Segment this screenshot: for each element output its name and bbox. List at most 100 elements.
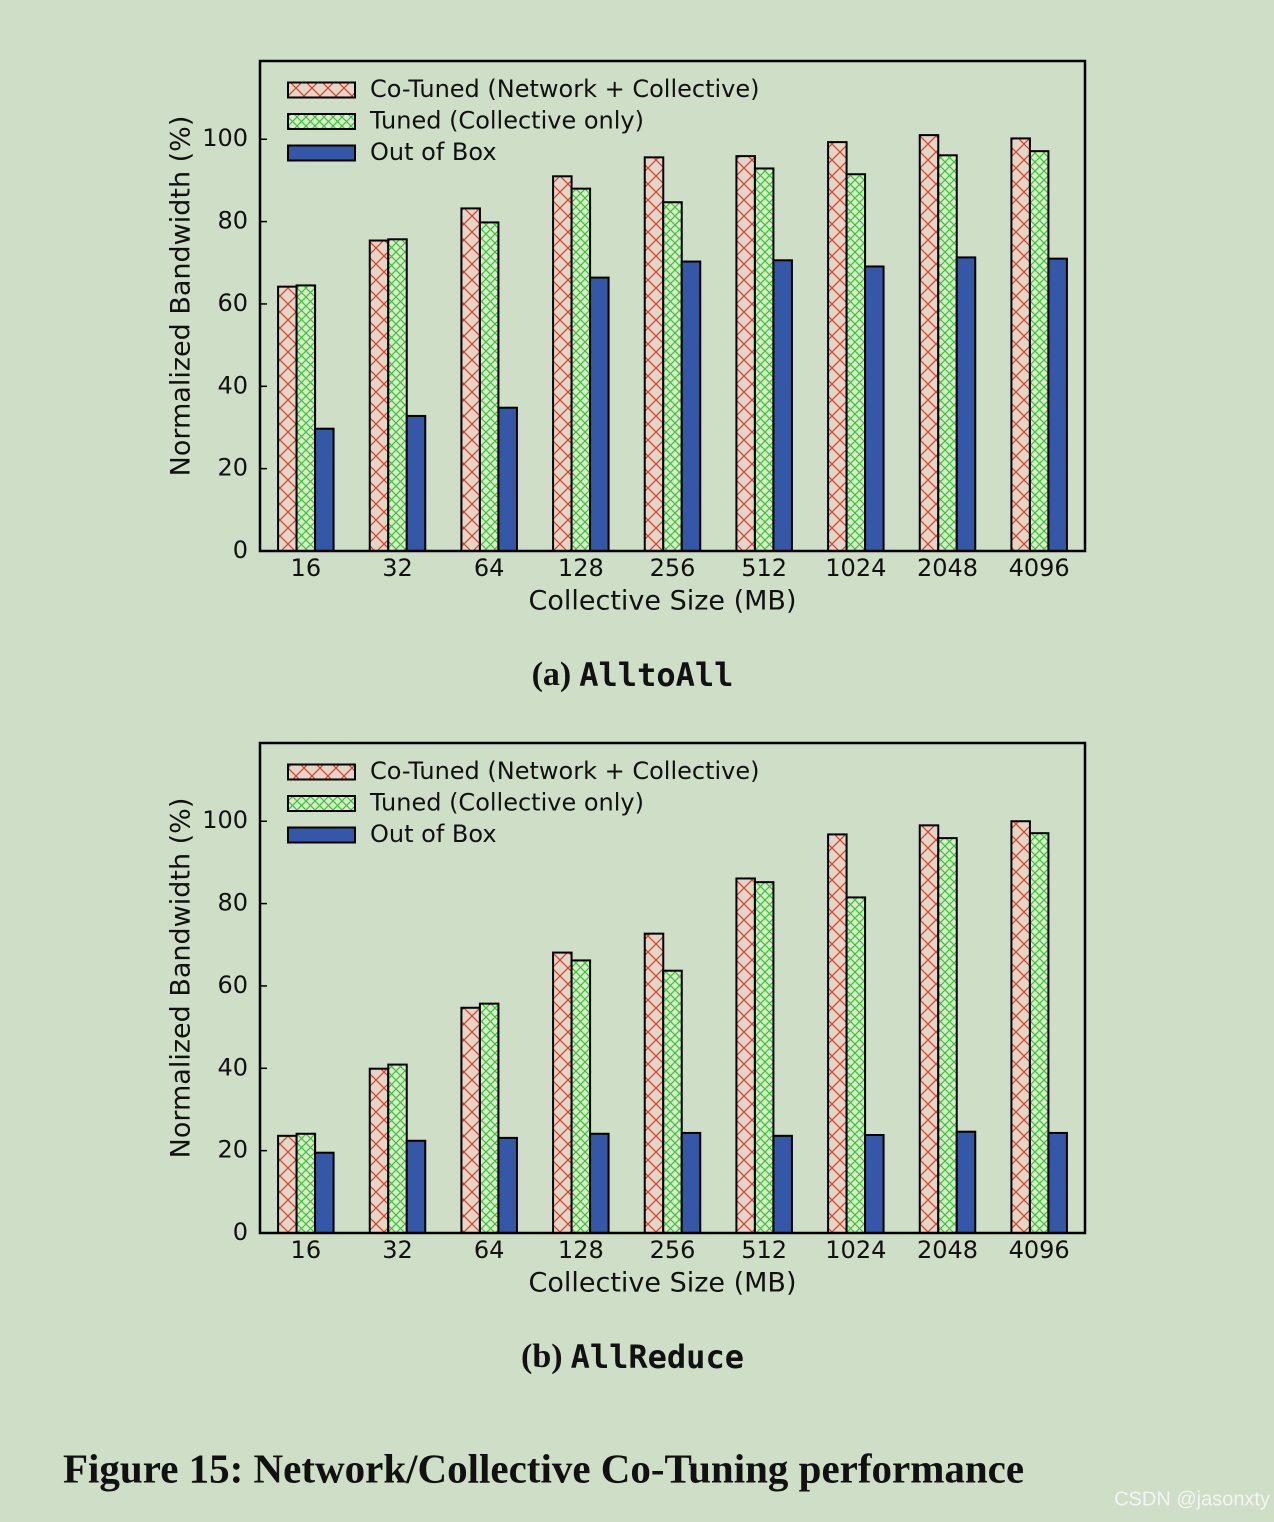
legend-swatch [287,795,356,812]
subcaption-label: (b) [521,1338,563,1375]
bar [368,239,390,552]
bar [1028,150,1050,552]
x-tick-label: 1024 [825,554,886,582]
y-tick-label: 100 [202,806,248,834]
x-tick-label: 128 [558,554,604,582]
plot-frame [258,59,1087,553]
bar [552,175,573,552]
x-axis-label: Collective Size (MB) [529,1268,797,1299]
x-axis-label: Collective Size (MB) [529,586,797,617]
y-tick-label: 20 [217,454,248,482]
x-tick-label: 2048 [917,1236,978,1264]
x-tick-label: 64 [474,1236,505,1264]
bar [643,156,665,552]
x-tick-label: 16 [291,1236,322,1264]
x-tick-label: 128 [558,1236,604,1264]
bar [864,265,885,552]
y-tick-label: 0 [233,1218,248,1246]
bar [680,260,702,552]
subcaption-name: AllReduce [571,1338,744,1376]
bar [827,141,848,552]
y-tick-label: 20 [217,1136,248,1164]
bar [387,238,408,552]
bar [497,406,518,552]
legend-swatch [287,144,356,162]
y-axis-label: Normalized Bandwidth (%) [166,798,197,1159]
legend-swatch [287,81,356,99]
bar [552,951,573,1235]
legend-label: Tuned (Collective only) [369,107,644,135]
legend-label: Out of Box [370,820,497,848]
bar [845,173,867,552]
bar [772,1134,793,1234]
bar [589,1132,610,1234]
bar [1047,257,1068,552]
subcaption: (a) AlltoAll [532,656,734,694]
y-tick-label: 40 [217,371,248,399]
x-tick-label: 256 [650,1236,696,1264]
bar [955,1130,977,1235]
y-tick-label: 100 [202,124,248,152]
bar [753,167,775,552]
y-axis-label: Normalized Bandwidth (%) [166,116,197,477]
bar [497,1136,518,1234]
bar [735,877,756,1234]
bar [662,969,683,1234]
bar [368,1067,390,1235]
x-tick-label: 4096 [1009,554,1070,582]
plot-frame [258,741,1087,1235]
bar [387,1063,408,1235]
bar [1010,820,1031,1234]
x-tick-label: 32 [382,554,413,582]
bar [570,959,592,1234]
bar [277,285,298,552]
legend-label: Tuned (Collective only) [369,789,644,817]
bar [460,207,481,552]
y-tick-label: 60 [217,971,248,999]
legend-swatch [287,826,356,844]
x-tick-label: 64 [474,554,505,582]
bar [277,1134,298,1234]
x-tick-label: 512 [741,554,787,582]
legend-swatch [287,113,356,130]
bar [314,427,335,552]
y-tick-label: 60 [217,289,248,317]
bar [662,201,683,552]
watermark: CSDN @jasonxty [1114,1488,1270,1510]
y-tick-label: 80 [217,889,248,917]
bar [753,881,775,1234]
x-tick-label: 4096 [1009,1236,1070,1264]
bar [570,187,592,552]
bar [772,259,793,552]
y-tick-label: 0 [233,536,248,564]
bar [937,154,958,552]
bar [1028,832,1050,1234]
bar [460,1006,481,1234]
bar [1047,1131,1068,1234]
y-tick-label: 40 [217,1053,248,1081]
bar [405,414,427,552]
bar [955,256,977,552]
legend-swatch [287,763,356,781]
bar [864,1134,885,1234]
legend-label: Co-Tuned (Network + Collective) [370,75,760,103]
x-tick-label: 512 [741,1236,787,1264]
subcaption-label: (a) [532,656,572,693]
bar [918,134,940,552]
bar [643,932,665,1234]
legend-label: Out of Box [370,138,497,166]
x-tick-label: 256 [650,554,696,582]
bar [937,837,958,1235]
y-tick-label: 80 [217,207,248,235]
bar [295,1132,317,1234]
legend-label: Co-Tuned (Network + Collective) [370,757,760,785]
x-tick-label: 2048 [917,554,978,582]
bar [680,1131,702,1234]
bar [918,824,940,1235]
x-tick-label: 1024 [825,1236,886,1264]
bar [405,1139,427,1234]
subcaption-name: AlltoAll [579,656,733,694]
x-tick-label: 16 [291,554,322,582]
bar [295,284,317,552]
bar [589,276,610,552]
